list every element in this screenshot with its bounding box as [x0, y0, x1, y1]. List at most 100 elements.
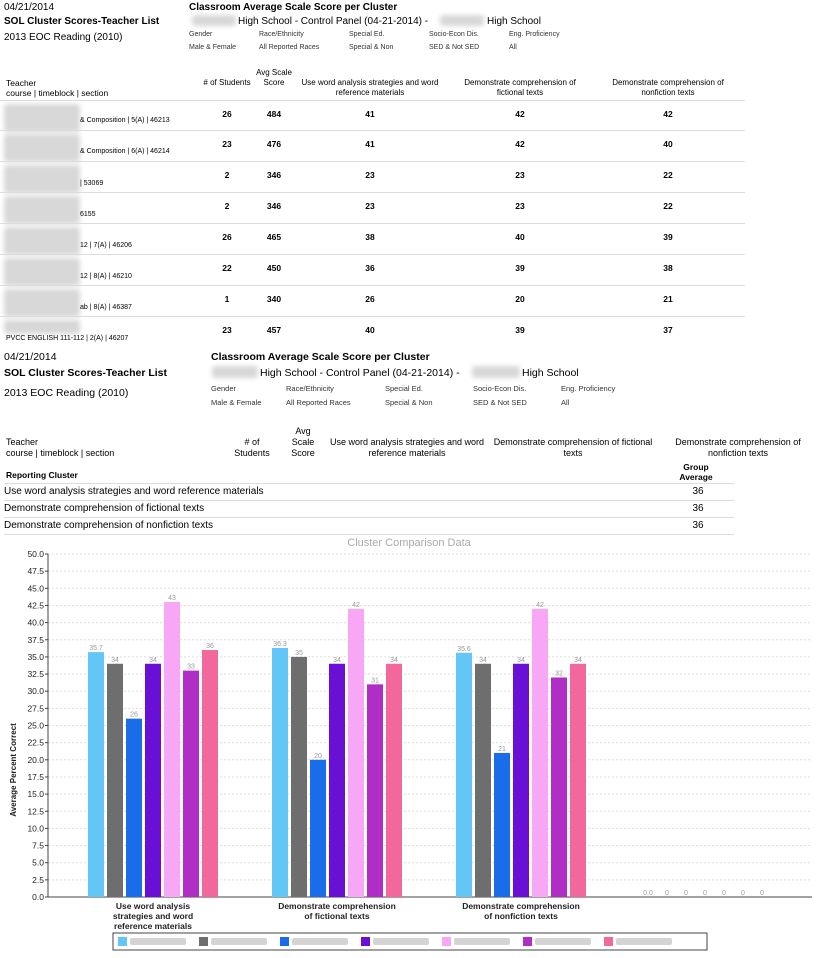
bar	[513, 663, 529, 897]
legend-swatch	[280, 937, 289, 946]
report2-name: SOL Cluster Scores-Teacher List	[4, 367, 168, 379]
bar	[107, 663, 123, 897]
redacted-teacher-name	[4, 227, 80, 255]
filter-value-gender: Male & Female	[211, 398, 262, 407]
cluster-row: Demonstrate comprehension of fictional t…	[4, 500, 734, 518]
legend-swatch	[523, 937, 532, 946]
row-avg: 476	[266, 139, 282, 149]
row-c1: 41	[365, 109, 375, 119]
bar-value-label: 42	[352, 602, 360, 609]
y-tick-label: 45.0	[27, 583, 44, 593]
bar	[291, 656, 307, 897]
bar	[164, 602, 180, 897]
chart-title: Cluster Comparison Data	[347, 537, 471, 549]
y-tick-label: 15.0	[27, 789, 44, 799]
y-tick-label: 50.0	[27, 549, 44, 559]
col-students: # of Students	[234, 437, 270, 458]
col-avg-score: Avg Scale Score	[291, 426, 315, 458]
report2-heading: Classroom Average Scale Score per Cluste…	[211, 351, 430, 363]
filter-label-race: Race/Ethnicity	[286, 384, 334, 393]
bar-value-label: 35.6	[457, 646, 471, 653]
filter-value-sed: SED & Not SED	[473, 398, 527, 407]
filter-label-race: Race/Ethnicity	[259, 31, 304, 38]
col-avg-score: Avg Scale Score	[256, 68, 292, 87]
report1-test-name: 2013 EOC Reading (2010)	[4, 32, 123, 43]
y-tick-label: 20.0	[27, 755, 44, 765]
report2-school-line: High School - Control Panel (04-21-2014)…	[260, 367, 460, 379]
legend-redacted-label	[616, 938, 672, 945]
report1-school-suffix: High School	[487, 16, 541, 27]
col-cluster-3: Demonstrate comprehension of nonfiction …	[675, 437, 801, 458]
report1-school-line: High School - Control Panel (04-21-2014)…	[238, 16, 429, 27]
bar-value-label: 26	[130, 712, 138, 719]
y-tick-label: 0.0	[32, 892, 44, 902]
x-category-label: Use word analysis strategies and word refe…	[113, 901, 193, 931]
row-course: & Composition | 6(A) | 46214	[80, 148, 170, 155]
bar	[272, 647, 288, 897]
row-students: 23	[222, 325, 232, 335]
row-avg: 340	[266, 294, 282, 304]
row-c3: 40	[663, 139, 673, 149]
row-c1: 38	[365, 232, 375, 242]
bar-value-label: 32	[555, 670, 563, 677]
bar-value-label: 0	[703, 890, 707, 897]
y-tick-label: 5.0	[32, 858, 44, 868]
row-c1: 23	[365, 170, 375, 180]
cluster-value: 36	[692, 503, 704, 514]
redacted-teacher-name	[4, 320, 80, 334]
row-c1: 23	[365, 201, 375, 211]
bar-value-label: 34	[574, 657, 582, 664]
redacted-teacher-name	[4, 258, 80, 286]
bar-value-label: 42	[536, 602, 544, 609]
bar	[456, 652, 472, 897]
filter-label-sed: Socio-Econ Dis.	[473, 384, 527, 393]
legend-redacted-label	[130, 938, 186, 945]
bar-value-label: 43	[168, 595, 176, 602]
report1-date: 04/21/2014	[4, 2, 55, 13]
bar	[386, 663, 402, 897]
bar-value-label: 34	[517, 657, 525, 664]
row-course: ab | 8(A) | 46387	[80, 304, 132, 311]
row-course: 12 | 7(A) | 46206	[80, 242, 132, 249]
row-c3: 21	[663, 294, 673, 304]
filter-label-gender: Gender	[211, 384, 237, 393]
report2-date: 04/21/2014	[4, 351, 57, 363]
legend-redacted-label	[454, 938, 510, 945]
filter-value-sped: Special & Non	[349, 44, 394, 51]
col-cluster-2: Demonstrate comprehension of fictional t…	[493, 437, 653, 458]
legend-swatch	[442, 937, 451, 946]
y-tick-label: 2.5	[32, 875, 44, 885]
filter-label-sped: Special Ed.	[349, 31, 385, 38]
x-category-label: Demonstrate comprehension of fictional te…	[278, 901, 396, 921]
filter-label-eng: Eng. Proficiency	[509, 31, 560, 38]
row-c2: 39	[515, 325, 525, 335]
bar-value-label: 0	[684, 890, 688, 897]
bar	[532, 608, 548, 897]
row-c3: 22	[663, 201, 673, 211]
col-students: # of Students	[203, 78, 251, 87]
row-course: PVCC ENGLISH 111-112 | 2(A) | 46207	[6, 335, 129, 342]
row-avg: 465	[266, 232, 282, 242]
bar	[475, 663, 491, 897]
filter-value-eng: All	[561, 398, 570, 407]
row-students: 23	[222, 139, 232, 149]
y-tick-label: 37.5	[27, 635, 44, 645]
y-tick-label: 10.0	[27, 823, 44, 833]
bar-value-label: 36.3	[273, 641, 287, 648]
row-c2: 20	[515, 294, 525, 304]
cluster-table-header: Reporting Cluster	[6, 470, 78, 480]
report2-test-name: 2013 EOC Reading (2010)	[4, 387, 129, 399]
legend-swatch	[199, 937, 208, 946]
chart-legend	[112, 932, 708, 951]
row-c2: 39	[515, 263, 525, 273]
col-teacher: Teacher	[6, 437, 39, 447]
legend-redacted-label	[292, 938, 348, 945]
row-c1: 36	[365, 263, 375, 273]
bar-value-label: 33	[187, 664, 195, 671]
row-avg: 346	[266, 201, 282, 211]
legend-swatch	[604, 937, 613, 946]
row-c2: 23	[515, 170, 525, 180]
y-tick-label: 42.5	[27, 600, 44, 610]
row-avg: 450	[266, 263, 282, 273]
bar	[126, 718, 142, 897]
